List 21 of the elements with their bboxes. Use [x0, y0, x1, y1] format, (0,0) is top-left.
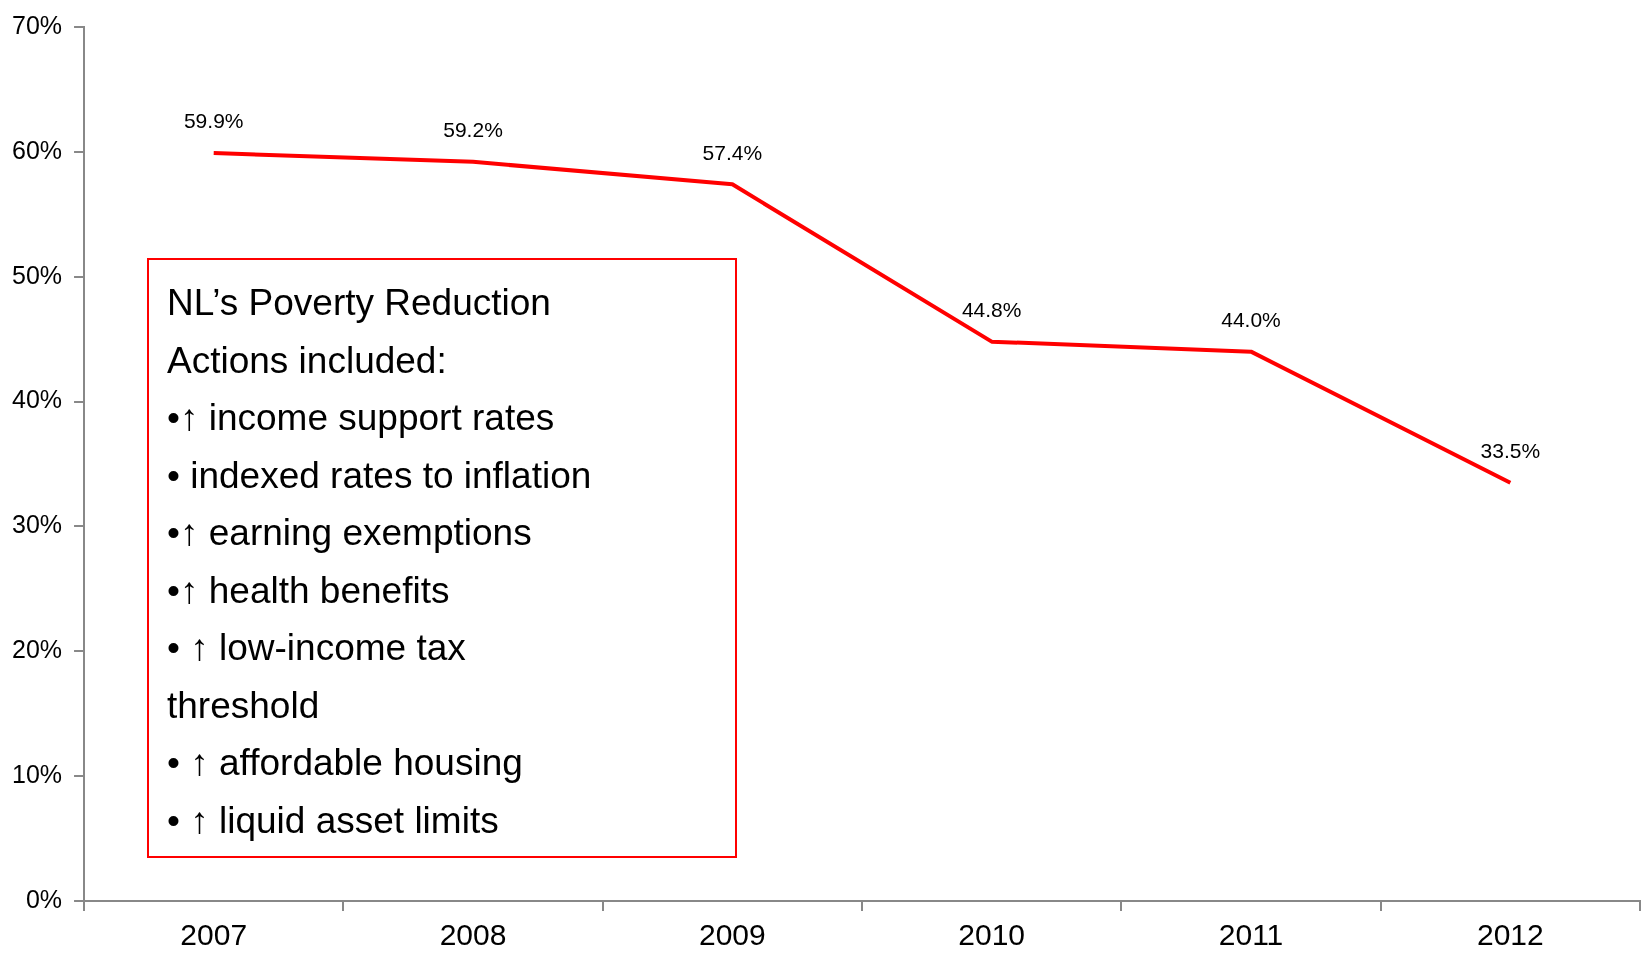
data-label: 59.2% — [443, 118, 503, 142]
x-tick-label: 2012 — [1476, 918, 1544, 952]
data-label: 44.0% — [1221, 307, 1281, 331]
y-tick-label: 0% — [25, 884, 63, 913]
x-tick-label: 2011 — [1218, 918, 1284, 952]
y-tick-label: 70% — [11, 10, 63, 39]
y-tick-label: 40% — [11, 385, 63, 414]
y-tick-label: 60% — [11, 135, 63, 164]
y-tick-label: 50% — [11, 260, 63, 289]
y-tick-label: 10% — [11, 760, 63, 789]
y-tick-label: 20% — [11, 635, 63, 664]
text-box: NL’s Poverty Reduction Actions included: •↑ income support rates • indexed rates to inflation •↑ earning exemptions •↑ health benefits • ↑ low-income tax threshold • ↑ affordable housing • ↑ liquid asset limits — [147, 258, 737, 858]
x-tick-label: 2008 — [439, 918, 507, 952]
x-tick-label: 2009 — [698, 918, 766, 952]
y-tick-label: 30% — [11, 510, 63, 539]
data-label: 33.5% — [1480, 439, 1541, 463]
data-label: 44.8% — [961, 297, 1022, 321]
data-label: 59.9% — [183, 109, 244, 133]
data-label: 57.4% — [702, 140, 763, 164]
x-tick-label: 2010 — [958, 918, 1026, 952]
x-tick-label: 2007 — [180, 918, 248, 952]
